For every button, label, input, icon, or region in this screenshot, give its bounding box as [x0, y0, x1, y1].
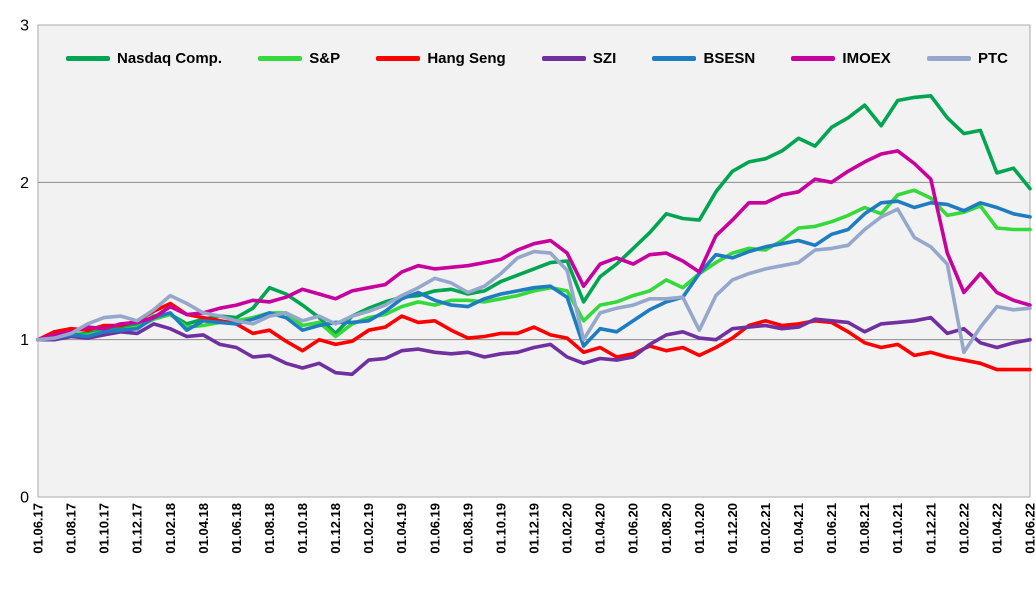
- x-axis-label: 01.08.19: [460, 503, 475, 554]
- x-axis-label: 01.04.19: [394, 503, 409, 554]
- x-axis-label: 01.08.18: [262, 503, 277, 554]
- x-axis-label: 01.02.20: [560, 503, 575, 554]
- x-axis-label: 01.04.18: [196, 503, 211, 554]
- plot-area: [37, 24, 1031, 498]
- y-axis-label: 1: [20, 332, 29, 349]
- x-axis-label: 01.04.20: [593, 503, 608, 554]
- x-axis-label: 01.12.21: [923, 503, 938, 554]
- x-axis-label: 01.12.20: [725, 503, 740, 554]
- x-axis-label: 01.06.21: [824, 503, 839, 554]
- x-axis-label: 01.06.22: [1023, 503, 1036, 554]
- x-axis-label: 01.08.21: [857, 503, 872, 554]
- x-axis-label: 01.12.18: [328, 503, 343, 554]
- y-axis-label: 2: [20, 175, 29, 192]
- x-axis-label: 01.06.18: [229, 503, 244, 554]
- x-axis-label: 01.12.17: [130, 503, 145, 554]
- x-axis-label: 01.02.21: [758, 503, 773, 554]
- x-axis-label: 01.12.19: [527, 503, 542, 554]
- x-axis-label: 01.08.20: [659, 503, 674, 554]
- series-line-ptc: [36, 207, 1032, 355]
- x-axis-label: 01.04.21: [791, 503, 806, 554]
- x-axis-label: 01.10.21: [890, 503, 905, 554]
- series-line-s-p: [36, 188, 1032, 342]
- x-axis-label: 01.02.18: [163, 503, 178, 554]
- x-axis-label: 01.06.19: [427, 503, 442, 554]
- y-axis-label: 0: [20, 490, 29, 507]
- series-line-bsesn: [36, 199, 1032, 348]
- x-axis-label: 01.10.18: [295, 503, 310, 554]
- series-line-szi: [36, 315, 1032, 377]
- x-axis-label: 01.06.20: [626, 503, 641, 554]
- y-axis-label: 3: [20, 18, 29, 35]
- x-axis-label: 01.04.22: [989, 503, 1004, 554]
- x-axis-label: 01.10.19: [493, 503, 508, 554]
- x-axis-label: 01.08.17: [64, 503, 79, 554]
- x-axis-label: 01.02.19: [361, 503, 376, 554]
- x-axis-label: 01.10.17: [97, 503, 112, 554]
- x-axis-label: 01.10.20: [692, 503, 707, 554]
- x-axis-label: 01.06.17: [31, 503, 46, 554]
- series-line-hang-seng: [36, 301, 1032, 372]
- x-axis-label: 01.02.22: [956, 503, 971, 554]
